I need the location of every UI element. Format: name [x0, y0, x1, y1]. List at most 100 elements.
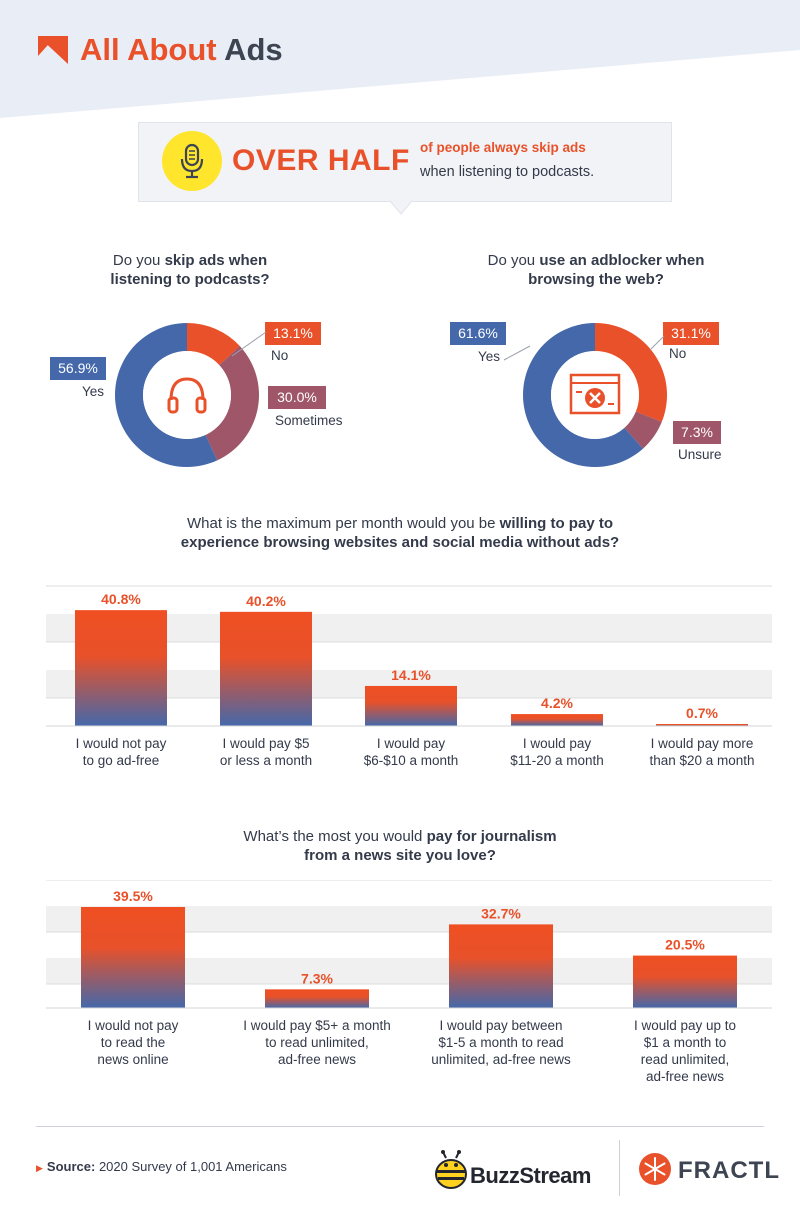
donut2-slice-no	[595, 323, 667, 422]
microphone-icon	[180, 143, 204, 179]
bars1-question-bold: willing to pay to	[499, 515, 613, 532]
bar	[511, 714, 603, 726]
category-label: $6-$10 a month	[364, 753, 459, 768]
donut2-leader-no	[649, 335, 665, 351]
donut2-question: Do you use an adblocker when browsing th…	[470, 251, 722, 289]
bars1-question-line2: experience browsing websites and social …	[180, 534, 620, 551]
donut2-label-yes: Yes	[478, 349, 501, 364]
source-note: ▶ Source: 2020 Survey of 1,001 Americans	[36, 1159, 287, 1174]
donut2-leader-yes	[503, 345, 531, 361]
category-label: I would pay $5	[222, 736, 309, 751]
donut2-label-unsure: Unsure	[678, 447, 722, 462]
donut1-label-yes: Yes	[82, 384, 105, 399]
bar-value-label: 20.5%	[665, 937, 705, 953]
bars2-question-bold: pay for journalism	[426, 828, 557, 845]
category-label: I would not pay	[88, 1018, 179, 1033]
microphone-badge	[162, 131, 222, 191]
callout-pointer	[390, 200, 412, 215]
donut1-label-no: No	[271, 348, 289, 363]
donut1-slice-sometimes	[205, 346, 259, 461]
bar	[265, 989, 369, 1008]
category-label: $11-20 a month	[510, 753, 604, 768]
category-label: I would pay $5+ a month	[243, 1018, 390, 1033]
donut2-question-line2: browsing the web?	[528, 271, 664, 288]
bar	[656, 724, 748, 726]
donut1-question: Do you skip ads when listening to podcas…	[80, 251, 300, 289]
headphones-icon	[167, 377, 207, 414]
donut1-slice-no	[187, 323, 240, 366]
category-label: ad-free news	[278, 1052, 356, 1067]
category-label: I would pay up to	[634, 1018, 736, 1033]
bars2-chart: 39.5% I would not pay to read the news onli…	[46, 880, 772, 1084]
category-label: news online	[97, 1052, 168, 1067]
bar-value-label: 32.7%	[481, 905, 521, 921]
category-label: I would pay	[377, 736, 446, 751]
bar	[75, 610, 167, 726]
category-label: ad-free news	[646, 1069, 724, 1084]
donut1-question-bold: skip ads when	[164, 252, 268, 269]
flag-icon	[38, 36, 68, 64]
donut2-question-pre: Do you	[487, 252, 540, 269]
category-label: to read the	[101, 1035, 166, 1050]
footer-divider	[36, 1126, 764, 1127]
buzzstream-logo: BuzzStream	[470, 1163, 591, 1188]
bars2-question: What’s the most you would pay for journa…	[150, 827, 650, 865]
donut2-slice-yes	[523, 323, 643, 467]
bar-value-label: 40.8%	[101, 591, 141, 607]
bar-value-label: 0.7%	[686, 705, 718, 721]
footer-separator	[619, 1140, 620, 1196]
donut1-label-sometimes: Sometimes	[275, 413, 343, 428]
bar-value-label: 7.3%	[301, 970, 333, 986]
bar-value-label: 40.2%	[246, 593, 286, 609]
bar	[633, 955, 737, 1008]
donut2-question-bold: use an adblocker when	[539, 252, 705, 269]
fractl-snowflake-icon	[639, 1153, 671, 1185]
donut2-label-no: No	[669, 346, 687, 361]
category-label: I would pay	[523, 736, 592, 751]
donut1-leader-no	[231, 331, 267, 357]
category-label: to go ad-free	[83, 753, 160, 768]
category-label: $1 a month to	[644, 1035, 727, 1050]
bar	[220, 611, 312, 726]
donut2-slice-unsure	[624, 411, 662, 449]
donut1-value-no: 13.1%	[265, 322, 321, 345]
category-label: or less a month	[220, 753, 312, 768]
category-label: I would pay between	[439, 1018, 562, 1033]
donut1-question-line2: listening to podcasts?	[110, 271, 270, 288]
page-title: All About Ads	[80, 32, 283, 68]
donut1-center	[143, 351, 231, 439]
bar-value-label: 39.5%	[113, 888, 153, 904]
donut1-slice-yes	[115, 323, 218, 467]
donut2-value-yes: 61.6%	[450, 322, 506, 345]
category-label: than $20 a month	[649, 753, 754, 768]
callout-line2: when listening to podcasts.	[420, 164, 595, 180]
bars1-chart: 40.8% I would not pay to go ad-free 40.2% I …	[46, 585, 772, 768]
bee-logo-icon	[435, 1150, 467, 1189]
category-label: I would not pay	[76, 736, 167, 751]
donut1-value-yes: 56.9%	[50, 357, 106, 380]
source-text: 2020 Survey of 1,001 Americans	[95, 1159, 287, 1174]
category-label: $1-5 a month to read	[438, 1035, 563, 1050]
callout-box	[138, 122, 672, 202]
bars2-question-line2: from a news site you love?	[304, 847, 496, 864]
category-label: I would pay more	[651, 736, 754, 751]
bar	[449, 924, 553, 1008]
bar	[81, 907, 185, 1008]
fractl-logo: FRACTL	[678, 1157, 780, 1184]
bars2-question-pre: What’s the most you would	[243, 828, 427, 845]
category-label: to read unlimited,	[265, 1035, 369, 1050]
donut1-value-sometimes: 30.0%	[268, 386, 326, 409]
source-label: Source:	[46, 1159, 96, 1174]
bar-value-label: 4.2%	[541, 695, 573, 711]
bars1-question: What is the maximum per month would you …	[100, 514, 700, 552]
bar-value-label: 14.1%	[391, 667, 431, 683]
category-label: unlimited, ad-free news	[431, 1052, 571, 1067]
blocked-browser-icon	[569, 373, 621, 415]
title-part1: All About	[80, 32, 217, 67]
callout-line1: of people always skip ads	[420, 140, 586, 155]
bar	[365, 685, 457, 726]
header-band	[0, 0, 800, 118]
triangle-bullet-icon: ▶	[36, 1163, 43, 1173]
donut2-chart	[523, 323, 667, 467]
donut1-chart	[115, 323, 259, 467]
